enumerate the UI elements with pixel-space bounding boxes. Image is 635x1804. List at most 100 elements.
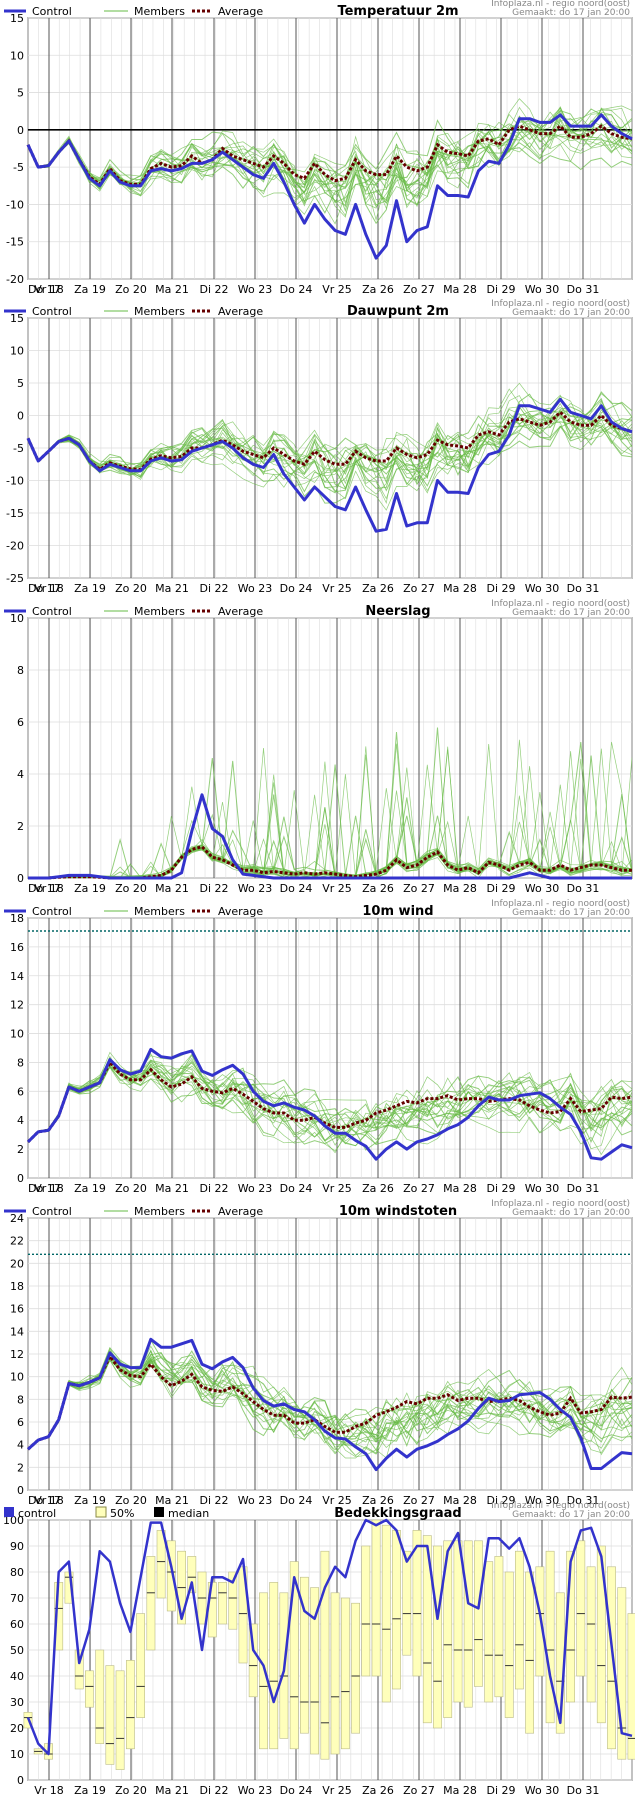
average-line	[26, 124, 633, 187]
y-tick-label: 20	[10, 1257, 24, 1270]
chart-panel-1: -20 -15 -10 -5 0 5 10 15 Temperatuur 2m Infoplaza…	[4, 0, 633, 296]
y-tick-label: 0	[17, 410, 24, 423]
x-tick-label: Ma 28	[443, 1182, 477, 1195]
y-tick-label: 6	[17, 716, 24, 729]
x-tick-label: Do 31	[567, 582, 600, 595]
x-tick-label: Ma 28	[443, 582, 477, 595]
y-tick-label: 90	[10, 1540, 24, 1553]
x-tick-label: Ma 21	[155, 582, 189, 595]
y-tick-label: 0	[17, 872, 24, 885]
x-tick-label: Do 31	[567, 283, 600, 296]
y-tick-label: 6	[17, 1085, 24, 1098]
band-bar	[371, 1519, 381, 1677]
x-tick-label: Di 22	[199, 882, 228, 895]
chart-title: Bedekkingsgraad	[334, 1506, 461, 1521]
average-line	[27, 1353, 633, 1451]
band-bar	[525, 1571, 534, 1734]
y-tick-label: 14	[10, 970, 24, 983]
x-tick-label: Ma 28	[443, 1784, 477, 1797]
x-tick-label: Vr 25	[322, 1784, 352, 1797]
x-tick-label: Zo 27	[403, 1784, 435, 1797]
x-tick-label: Zo 20	[115, 1784, 147, 1797]
x-tick-label: Ma 28	[443, 283, 477, 296]
y-tick-label: -25	[6, 572, 24, 585]
y-tick-label: 0	[17, 1774, 24, 1787]
y-tick-label: 20	[10, 1722, 24, 1735]
x-tick-label: Zo 27	[403, 882, 435, 895]
y-tick-label: 12	[10, 1348, 24, 1361]
x-tick-label: Vr 18	[34, 582, 64, 595]
x-tick-label: Do 24	[280, 283, 313, 296]
y-tick-label: 15	[10, 12, 24, 25]
x-tick-label: Di 22	[199, 1784, 228, 1797]
x-tick-label: Zo 20	[115, 283, 147, 296]
y-tick-label: 10	[10, 612, 24, 625]
band-bar	[126, 1660, 135, 1750]
made-label: Gemaakt: do 17 jan 20:00	[512, 8, 630, 18]
y-tick-label: 15	[10, 312, 24, 325]
y-tick-label: -10	[6, 475, 24, 488]
made-label: Gemaakt: do 17 jan 20:00	[512, 608, 630, 618]
member-line	[28, 131, 632, 204]
x-tick-label: Do 24	[280, 882, 313, 895]
member-line	[28, 105, 632, 218]
x-tick-label: Do 24	[280, 1494, 313, 1507]
x-tick-label: Di 29	[486, 283, 515, 296]
x-tick-label: Di 29	[486, 1182, 515, 1195]
y-tick-label: 10	[10, 1371, 24, 1384]
x-tick-label: Di 29	[486, 1784, 515, 1797]
band-bar	[361, 1545, 371, 1677]
x-tick-label: Wo 30	[525, 1784, 559, 1797]
y-tick-label: 4	[17, 1114, 24, 1127]
y-tick-label: 5	[17, 377, 24, 390]
x-tick-label: Za 19	[74, 882, 106, 895]
y-tick-label: 60	[10, 1618, 24, 1631]
band-bar	[443, 1540, 453, 1718]
band-bar	[115, 1670, 125, 1770]
legend-members-label: Members	[134, 305, 185, 318]
made-label: Gemaakt: do 17 jan 20:00	[512, 1510, 630, 1520]
band-bar	[453, 1540, 463, 1703]
chart-title: Dauwpunt 2m	[347, 304, 449, 319]
x-tick-label: Di 29	[486, 582, 515, 595]
legend-median-swatch	[154, 1507, 164, 1517]
member-line	[28, 1054, 632, 1145]
member-line	[28, 107, 632, 210]
x-tick-label: Zo 27	[403, 283, 435, 296]
band-bar	[392, 1530, 401, 1690]
member-line	[28, 1065, 632, 1143]
x-tick-label: Wo 23	[238, 1784, 272, 1797]
legend-average-label: Average	[218, 1205, 263, 1218]
source-label: Infoplaza.nl - regio noord(oost)	[491, 899, 630, 909]
x-tick-label: Wo 30	[525, 1182, 559, 1195]
x-tick-label: Wo 30	[525, 1494, 559, 1507]
chart-panel-3: 0 2 4 6 8 10 Neerslag Infoplaza.nl - regio noor…	[4, 599, 633, 895]
x-tick-label: Do 17	[28, 582, 61, 595]
legend-control-label: Control	[32, 305, 72, 318]
x-tick-label: Wo 23	[238, 283, 272, 296]
control-line	[26, 113, 633, 260]
x-tick-label: Do 24	[280, 1182, 313, 1195]
band-bar	[402, 1550, 412, 1656]
x-tick-label: Wo 30	[525, 283, 559, 296]
control-line	[28, 793, 632, 880]
legend-median-label: median	[168, 1507, 209, 1520]
chart-panel-2: -25 -20 -15 -10 -5 0 5 10 15 Dauwpunt 2m Infoplaza…	[4, 299, 633, 595]
member-line	[28, 1356, 632, 1450]
control-line	[26, 397, 633, 533]
average-line	[26, 410, 633, 472]
band-bar	[576, 1540, 586, 1677]
y-tick-label: 10	[10, 345, 24, 358]
band-bar	[136, 1613, 145, 1718]
source-label: Infoplaza.nl - regio noord(oost)	[491, 1199, 630, 1209]
x-tick-label: Di 29	[486, 1494, 515, 1507]
member-line	[28, 742, 632, 878]
x-tick-label: Do 24	[280, 582, 313, 595]
x-tick-label: Vr 25	[322, 582, 352, 595]
x-tick-label: Ma 21	[155, 283, 189, 296]
x-tick-label: Vr 25	[322, 1182, 352, 1195]
y-tick-label: 8	[17, 1056, 24, 1069]
legend-average-label: Average	[218, 305, 263, 318]
x-tick-label: Do 24	[280, 1784, 313, 1797]
